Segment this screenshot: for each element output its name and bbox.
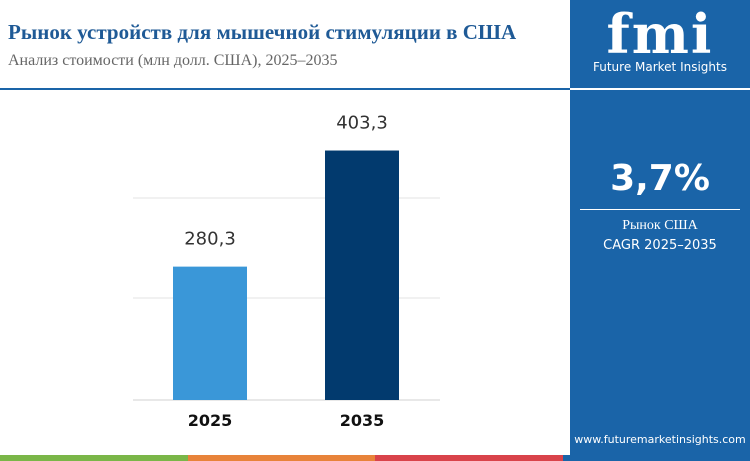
divider [570,88,750,90]
cagr: 3,7% [610,158,710,199]
x-tick-label: 2035 [340,411,385,430]
x-tick-label: 2025 [188,411,233,430]
url: www.futuremarketinsights.com [574,433,746,446]
value-label: 403,3 [336,113,388,134]
bar [173,266,247,400]
divider [0,88,570,90]
footer-strip [0,455,750,461]
subtitle: Анализ стоимости (млн долл. США), 2025–2… [8,52,338,69]
cagr-label: CAGR 2025–2035 [603,238,717,253]
title: Рынок устройств для мышечной стимуляции … [8,20,517,44]
logo: fmi [606,2,714,66]
region: Рынок США [622,218,698,233]
bar [325,150,399,400]
sidebar: fmi Future Market Insights 3,7% Рынок СШ… [570,0,750,455]
brand: Future Market Insights [592,60,727,74]
chart: 2025 280,3 2035 403,3 [133,113,440,430]
value-label: 280,3 [184,229,236,250]
divider [580,209,740,210]
